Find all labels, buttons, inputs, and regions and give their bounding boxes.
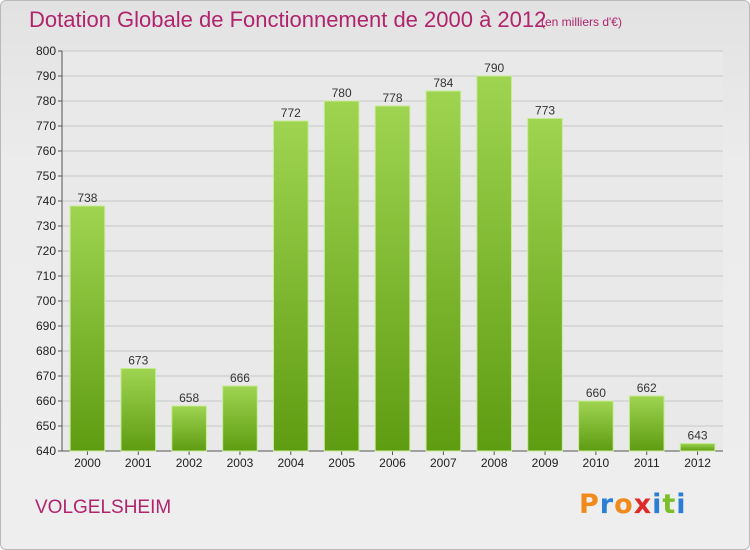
value-label-2011: 662 <box>637 381 657 395</box>
logo-letter: i <box>652 489 663 520</box>
x-tick-label-2001: 2001 <box>125 456 152 470</box>
y-tick-label: 760 <box>36 144 56 158</box>
x-tick-label-2012: 2012 <box>684 456 711 470</box>
x-tick-label-2005: 2005 <box>328 456 355 470</box>
bar-2010 <box>578 400 614 452</box>
y-tick-label: 660 <box>36 394 56 408</box>
x-tick-label-2008: 2008 <box>481 456 508 470</box>
x-tick-label-2006: 2006 <box>379 456 406 470</box>
y-tick-label: 750 <box>36 169 56 183</box>
logo-letter: i <box>676 489 687 520</box>
y-tick-label: 790 <box>36 69 56 83</box>
value-label-2010: 660 <box>586 386 606 400</box>
bar-2008 <box>476 75 512 452</box>
value-label-2007: 784 <box>433 76 453 90</box>
y-tick-label: 720 <box>36 244 56 258</box>
value-label-2001: 673 <box>128 354 148 368</box>
y-tick-label: 690 <box>36 319 56 333</box>
value-label-2004: 772 <box>281 106 301 120</box>
x-tick-label-2004: 2004 <box>277 456 304 470</box>
logo-letter: P <box>579 489 600 520</box>
y-tick-label: 740 <box>36 194 56 208</box>
x-tick-label-2002: 2002 <box>176 456 203 470</box>
value-label-2006: 778 <box>382 91 402 105</box>
bar-2002 <box>171 405 207 452</box>
logo-letter: r <box>599 489 615 520</box>
y-tick-label: 770 <box>36 119 56 133</box>
y-tick-label: 780 <box>36 94 56 108</box>
logo-letter: o <box>614 489 634 520</box>
bar-chart: 640 650 660 670 680 690 700 710 720 730 740 750 760 7… <box>36 44 723 470</box>
value-label-2012: 643 <box>688 429 708 443</box>
bar-2009 <box>527 118 563 452</box>
bar-2011 <box>628 395 665 452</box>
x-tick-label-2007: 2007 <box>430 456 457 470</box>
y-tick-label: 650 <box>36 419 56 433</box>
y-tick-label: 680 <box>36 344 56 358</box>
bars <box>69 75 716 452</box>
bar-2001 <box>120 368 157 452</box>
logo-letter: x <box>633 489 653 520</box>
y-tick-label: 640 <box>36 444 56 458</box>
y-tick-label: 710 <box>36 269 56 283</box>
y-tick-label: 700 <box>36 294 56 308</box>
value-label-2008: 790 <box>484 61 504 75</box>
value-label-2002: 658 <box>179 391 199 405</box>
bar-2012 <box>679 443 716 452</box>
value-label-2009: 773 <box>535 104 555 118</box>
logo-letter: t <box>662 489 677 520</box>
chart-title: Dotation Globale de Fonctionnement de 20… <box>29 7 547 32</box>
bar-2006 <box>374 105 411 452</box>
y-tick-label: 670 <box>36 369 56 383</box>
bar-2007 <box>425 90 462 452</box>
x-tick-label-2000: 2000 <box>74 456 101 470</box>
value-label-2005: 780 <box>332 86 352 100</box>
y-tick-label: 730 <box>36 219 56 233</box>
value-label-2000: 738 <box>77 191 97 205</box>
chart-unit: (en milliers d'€) <box>541 15 622 29</box>
y-tick-label: 800 <box>36 44 56 58</box>
labels: 640 650 660 670 680 690 700 710 720 730 740 750 760 7… <box>36 44 711 470</box>
x-tick-label-2009: 2009 <box>532 456 559 470</box>
proxiti-logo: Proxiti <box>579 489 687 520</box>
x-tick-label-2011: 2011 <box>634 456 660 470</box>
x-tick-label-2010: 2010 <box>583 456 610 470</box>
commune-name: VOLGELSHEIM <box>35 497 172 518</box>
bar-2004 <box>273 120 309 452</box>
bar-2003 <box>222 385 258 452</box>
x-tick-label-2003: 2003 <box>227 456 254 470</box>
bar-2000 <box>69 205 106 452</box>
value-label-2003: 666 <box>230 371 250 385</box>
bar-2005 <box>323 100 360 452</box>
